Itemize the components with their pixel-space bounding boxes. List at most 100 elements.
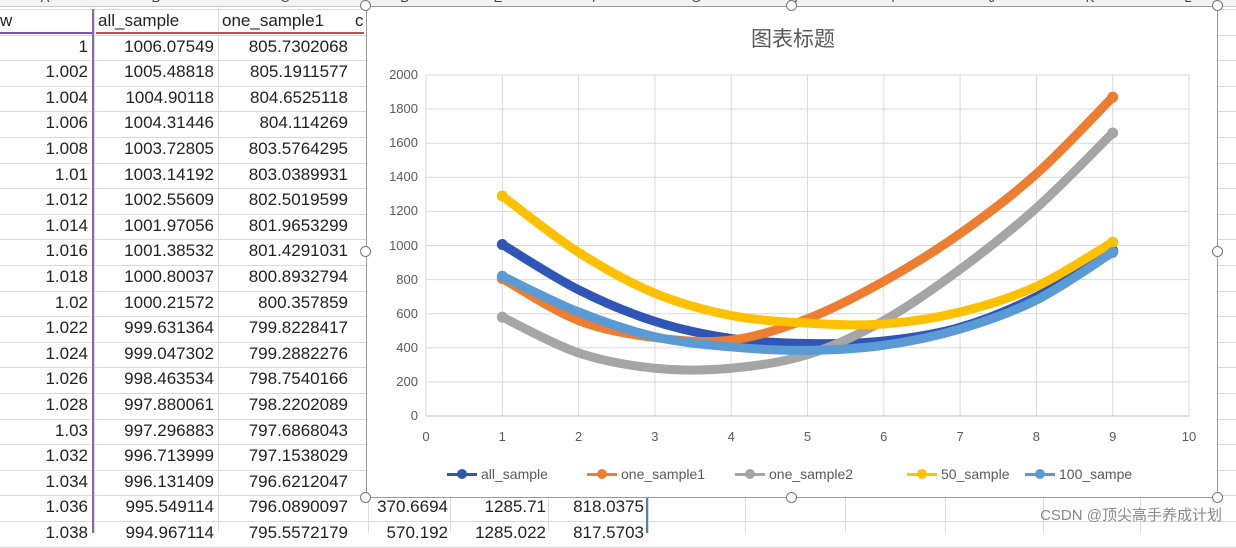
column-letter[interactable]: L [1168,0,1208,5]
cell-one-sample1[interactable]: 805.7302068 [248,37,348,56]
cell-w[interactable]: 1.012 [45,190,88,209]
cell-one-sample1[interactable]: 797.1538029 [248,446,348,465]
cell-w[interactable]: 1.004 [45,88,88,107]
header-cell-d[interactable]: c [355,11,364,30]
cell-one-sample1[interactable]: 798.7540166 [248,369,348,388]
column-letter[interactable]: C [265,0,305,5]
y-tick-label: 2000 [389,67,418,82]
cell-w[interactable]: 1.006 [45,113,88,132]
chart-title[interactable]: 图表标题 [751,28,835,51]
cell-one-sample1[interactable]: 800.357859 [258,293,348,312]
cell-all-sample[interactable]: 1001.97056 [124,216,214,235]
cell-one-sample1[interactable]: 800.8932794 [248,267,348,286]
column-letter[interactable]: E [478,0,518,5]
cell-one-sample1[interactable]: 801.9653299 [248,216,348,235]
cell-w[interactable]: 1.032 [45,446,88,465]
cell-one-sample1[interactable]: 797.6868043 [248,421,348,440]
resize-handle[interactable] [786,492,797,503]
legend-item[interactable]: one_sample1 [587,463,705,485]
cell-extra[interactable]: 817.5703 [573,523,644,542]
cell-all-sample[interactable]: 1003.72805 [124,139,214,158]
column-letter[interactable]: B [136,0,176,5]
cell-extra[interactable]: 1285.71 [484,497,546,516]
cell-w[interactable]: 1.034 [45,472,88,491]
cell-one-sample1[interactable]: 796.6212047 [248,472,348,491]
resize-handle[interactable] [360,246,371,257]
cell-one-sample1[interactable]: 804.114269 [259,113,348,132]
cell-all-sample[interactable]: 998.463534 [124,369,214,388]
column-letter[interactable]: A [25,0,65,5]
cell-w[interactable]: 1.018 [45,267,88,286]
cell-w[interactable]: 1.022 [45,318,88,337]
cell-all-sample[interactable]: 1004.90118 [125,88,214,107]
cell-one-sample1[interactable]: 802.5019599 [248,190,348,209]
cell-all-sample[interactable]: 1002.55609 [124,190,214,209]
header-cell-a[interactable]: w [0,11,13,30]
cell-w[interactable]: 1 [78,37,88,56]
legend-swatch [447,467,477,481]
cell-w[interactable]: 1.026 [45,369,88,388]
cell-one-sample1[interactable]: 804.6525118 [249,88,348,107]
cell-all-sample[interactable]: 996.713999 [124,446,214,465]
resize-handle[interactable] [1212,0,1223,11]
legend-item[interactable]: 50_sample [907,463,1010,485]
cell-w[interactable]: 1.024 [45,344,88,363]
header-cell-b[interactable]: all_sample [98,11,180,30]
legend-item[interactable]: 100_sampe [1025,463,1132,485]
legend-item[interactable]: one_sample2 [735,463,853,485]
cell-all-sample[interactable]: 999.047302 [124,344,214,363]
series-point-50_sample [496,190,508,202]
cell-extra[interactable]: 818.0375 [573,497,644,516]
cell-w[interactable]: 1.008 [45,139,88,158]
cell-extra[interactable]: 370.6694 [377,497,448,516]
cell-w[interactable]: 1.028 [45,395,88,414]
chart-legend[interactable]: all_sample one_sample1 one_sample2 50_sampl… [367,463,1219,485]
cell-w[interactable]: 1.01 [54,165,88,184]
cell-extra[interactable]: 570.192 [386,523,448,542]
resize-handle[interactable] [360,0,371,11]
column-letter[interactable]: F [576,0,616,5]
cell-all-sample[interactable]: 1001.38532 [124,241,214,260]
cell-all-sample[interactable]: 996.131409 [124,472,214,491]
cell-w[interactable]: 1.03 [54,421,88,440]
cell-one-sample1[interactable]: 799.2882276 [248,344,348,363]
cell-one-sample1[interactable]: 801.4291031 [248,241,348,260]
header-cell-c[interactable]: one_sample1 [222,11,325,30]
cell-all-sample[interactable]: 1000.21572 [124,293,214,312]
cell-w[interactable]: 1.002 [45,62,88,81]
cell-all-sample[interactable]: 1006.07549 [124,37,214,56]
cell-one-sample1[interactable]: 803.5764295 [248,139,348,158]
cell-w[interactable]: 1.036 [45,497,88,516]
column-letter[interactable]: I [873,0,913,5]
legend-item[interactable]: all_sample [447,463,548,485]
cell-w[interactable]: 1.016 [45,241,88,260]
cell-w[interactable]: 1.038 [45,523,88,542]
resize-handle[interactable] [786,0,797,11]
cell-all-sample[interactable]: 997.880061 [124,395,214,414]
cell-extra[interactable]: 1285.022 [475,523,546,542]
cell-one-sample1[interactable]: 803.0389931 [248,165,348,184]
cell-w[interactable]: 1.014 [45,216,88,235]
cell-all-sample[interactable]: 1003.14192 [124,165,214,184]
column-letter[interactable]: D [385,0,425,5]
cell-one-sample1[interactable]: 798.2202089 [248,395,348,414]
cell-one-sample1[interactable]: 805.1911577 [249,62,348,81]
cell-all-sample[interactable]: 1000.80037 [124,267,214,286]
column-letter[interactable]: K [1070,0,1110,5]
cell-all-sample[interactable]: 995.549114 [125,497,214,516]
cell-w[interactable]: 1.02 [54,293,88,312]
cell-one-sample1[interactable]: 795.5572179 [248,523,348,542]
cell-all-sample[interactable]: 1004.31446 [124,113,214,132]
cell-all-sample[interactable]: 994.967114 [125,523,214,542]
cell-one-sample1[interactable]: 799.8228417 [248,318,348,337]
cell-all-sample[interactable]: 997.296883 [124,421,214,440]
cell-all-sample[interactable]: 1005.48818 [124,62,214,81]
column-letter[interactable]: J [972,0,1012,5]
cell-all-sample[interactable]: 999.631364 [124,318,214,337]
cell-one-sample1[interactable]: 796.0890097 [248,497,348,516]
chart-object[interactable]: 图表标题 0 200 400 600 800 1000 1200 1400 1600 1800 20… [366,6,1218,498]
column-letter[interactable]: G [676,0,716,5]
resize-handle[interactable] [1212,246,1223,257]
resize-handle[interactable] [360,492,371,503]
resize-handle[interactable] [1212,492,1223,503]
